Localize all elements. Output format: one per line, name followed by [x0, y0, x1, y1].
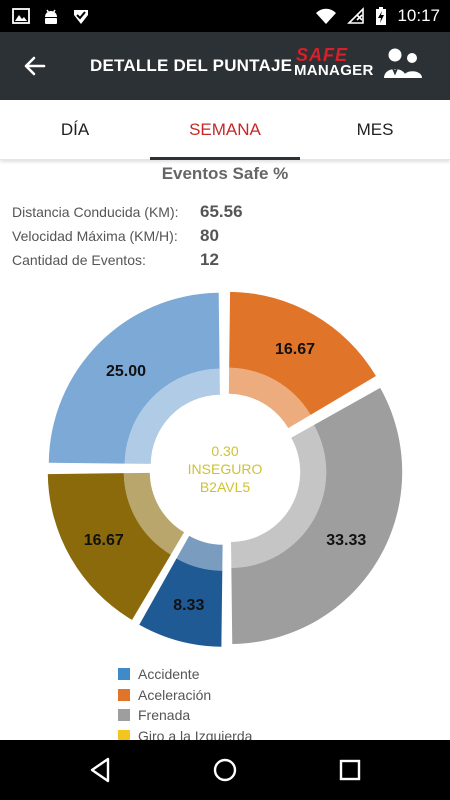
tab-bar: DÍA SEMANA MES: [0, 100, 450, 160]
donut-slice[interactable]: [47, 473, 171, 620]
legend-label: Aceleración: [138, 686, 212, 703]
tab-indicator: [150, 157, 300, 160]
legend-swatch: [118, 709, 130, 722]
logo-line1: SAFE: [296, 45, 349, 65]
events-donut-chart: 0.30 INSEGURO B2AVL5 16.67 33.33 8.33 16.67…: [47, 291, 403, 647]
users-icon: [384, 48, 422, 78]
app-bar: DETALLE DEL PUNTAJE: [0, 32, 450, 100]
image-icon: [12, 8, 30, 24]
legend-label: Frenada: [138, 707, 191, 724]
tab-semana[interactable]: SEMANA: [189, 120, 261, 139]
stat-label-max-speed: Velocidad Máxima (KM/H):: [12, 228, 178, 244]
donut-inner-slice: [231, 425, 327, 568]
donut-inner-slice: [124, 368, 220, 464]
status-bar: 10:17: [0, 0, 450, 32]
legend-item[interactable]: Aceleración: [118, 685, 418, 706]
legend-item[interactable]: Accidente: [118, 664, 418, 685]
logo-line2: MANAGER: [294, 62, 374, 79]
stat-value-distance: 65.56: [200, 202, 243, 221]
donut-slice[interactable]: [48, 292, 220, 464]
legend-label: Giro a la Izquierda: [138, 728, 253, 740]
chart-legend: Accidente Aceleración Frenada Giro a la …: [118, 664, 418, 740]
tab-dia[interactable]: DÍA: [60, 120, 90, 139]
status-time: 10:17: [397, 6, 440, 25]
android-icon: [45, 9, 57, 24]
donut-inner-slice: [123, 472, 185, 555]
tab-mes[interactable]: MES: [356, 120, 394, 139]
donut-center: [155, 399, 295, 539]
legend-item[interactable]: Frenada: [118, 705, 418, 726]
donut-slice[interactable]: [231, 387, 403, 644]
slice-value-label: 16.67: [84, 532, 124, 549]
donut-inner-slice: [228, 367, 311, 429]
legend-swatch: [118, 668, 130, 681]
center-label: INSEGURO: [188, 461, 263, 477]
no-signal-icon: [347, 7, 365, 24]
section-title: Eventos Safe %: [161, 164, 289, 183]
arrow-back-icon[interactable]: [16, 52, 52, 80]
stat-label-distance: Distancia Conducida (KM):: [12, 204, 179, 220]
stat-label-event-count: Cantidad de Eventos:: [12, 252, 146, 268]
slice-value-label: 16.67: [275, 341, 315, 358]
legend-swatch: [118, 688, 130, 701]
slice-value-label: 33.33: [326, 532, 366, 549]
recents-square-icon[interactable]: [330, 754, 370, 786]
legend-label: Accidente: [138, 666, 200, 683]
back-triangle-icon[interactable]: [80, 754, 120, 786]
stat-value-max-speed: 80: [200, 226, 219, 245]
stat-value-event-count: 12: [200, 250, 219, 269]
safe-manager-logo: SAFE MANAGER: [294, 44, 428, 88]
checkmark-icon: [74, 10, 88, 24]
legend-item[interactable]: Giro a la Izquierda: [118, 726, 418, 740]
home-circle-icon[interactable]: [205, 754, 245, 786]
center-value: 0.30: [211, 443, 238, 459]
wifi-icon: [316, 8, 337, 24]
donut-slice[interactable]: [139, 558, 223, 647]
slice-value-label: 25.00: [106, 363, 146, 380]
system-nav-bar: [0, 740, 450, 800]
slice-value-label: 8.33: [173, 597, 204, 614]
donut-inner-slice: [176, 535, 223, 571]
page-title: DETALLE DEL PUNTAJE: [90, 56, 293, 75]
center-id: B2AVL5: [200, 479, 251, 495]
donut-slice[interactable]: [229, 291, 376, 415]
legend-swatch: [118, 730, 130, 740]
battery-charging-icon: [376, 7, 387, 25]
